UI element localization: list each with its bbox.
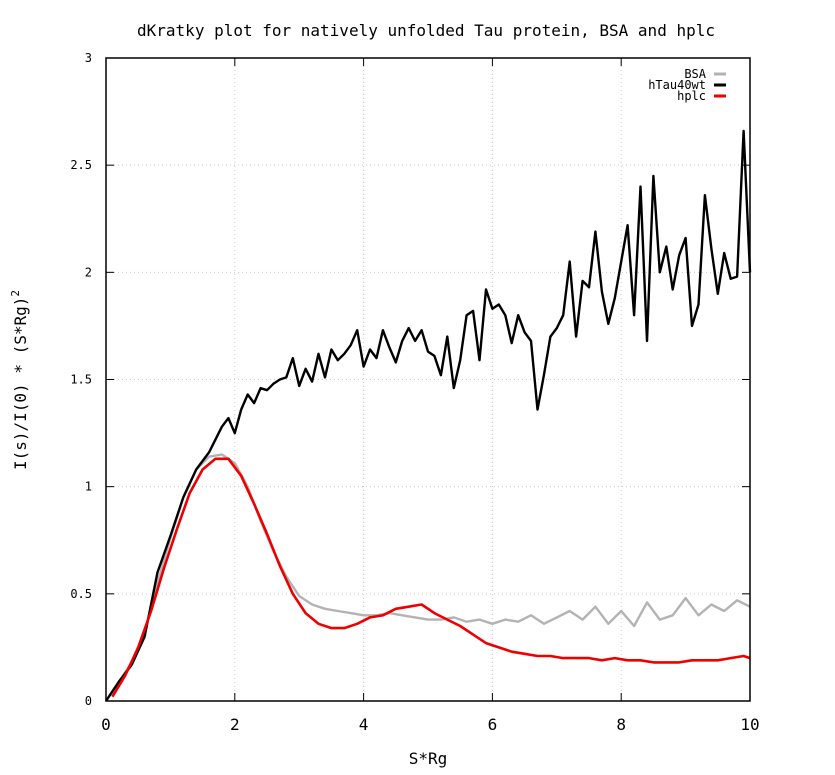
y-tick-label: 1 [85, 480, 92, 494]
x-axis-label: S*Rg [409, 749, 448, 768]
y-tick-label: 3 [85, 51, 92, 65]
x-tick-label: 8 [616, 715, 626, 734]
legend-label-bsa: BSA [684, 67, 706, 81]
data-series [105, 129, 752, 702]
x-tick-label: 4 [359, 715, 369, 734]
y-tick-label: 2.5 [70, 158, 92, 172]
legend-label-hplc: hplc [677, 89, 706, 103]
y-tick-label: 0 [85, 694, 92, 708]
series-line-hplc [111, 457, 751, 698]
y-axis-label-superscript: 2 [9, 290, 22, 297]
series-line-htau40wt [105, 129, 752, 702]
y-tick-label: 2 [85, 265, 92, 279]
x-tick-label: 10 [740, 715, 759, 734]
x-tick-label: 2 [230, 715, 240, 734]
grid-lines [106, 58, 750, 701]
y-tick-label: 1.5 [70, 373, 92, 387]
axis-ticks: 0 2 4 6 8 10 0 0.5 1 1.5 2 2.5 3 [70, 51, 759, 734]
chart-title: dKratky plot for natively unfolded Tau p… [137, 21, 715, 40]
series-line-bsa [105, 453, 751, 702]
x-tick-label: 6 [488, 715, 498, 734]
y-axis-label: I(s)/I(0) * (S*Rg)2 [9, 290, 30, 470]
x-tick-label: 0 [101, 715, 111, 734]
legend-label-htau40wt: hTau40wt [648, 78, 706, 92]
y-axis-label-text: I(s)/I(0) * (S*Rg) [11, 297, 30, 470]
y-tick-label: 0.5 [70, 587, 92, 601]
